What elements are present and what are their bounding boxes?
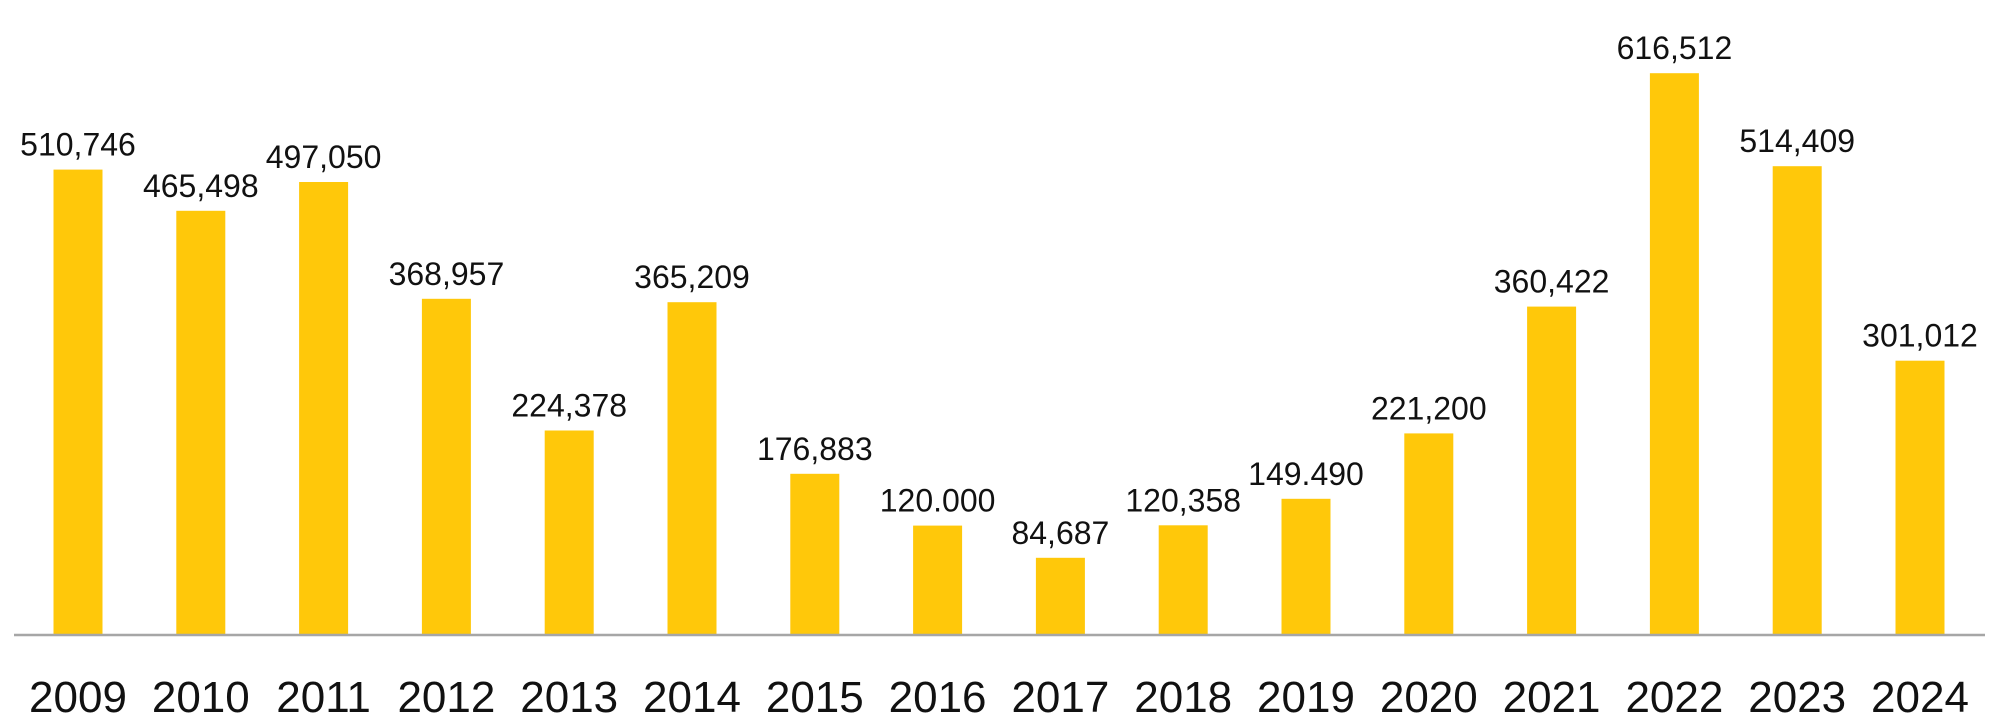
data-label-2022: 616,512 — [1617, 30, 1733, 66]
x-tick-2012: 2012 — [397, 673, 495, 714]
data-label-2023: 514,409 — [1739, 123, 1855, 159]
bar-2017 — [1035, 557, 1085, 635]
data-label-2013: 224,378 — [511, 388, 627, 424]
data-label-2015: 176,883 — [757, 431, 873, 467]
data-label-2009: 510,746 — [20, 127, 136, 163]
x-tick-2018: 2018 — [1134, 673, 1232, 714]
data-label-2014: 365,209 — [634, 259, 750, 295]
data-label-2017: 84,687 — [1011, 515, 1109, 551]
x-tick-2016: 2016 — [889, 673, 987, 714]
x-tick-2015: 2015 — [766, 673, 864, 714]
x-tick-2013: 2013 — [520, 673, 618, 714]
bar-2012 — [421, 298, 471, 635]
x-tick-2010: 2010 — [152, 673, 250, 714]
bar-2023 — [1772, 166, 1822, 635]
data-label-2020: 221,200 — [1371, 390, 1487, 426]
bar-2010 — [176, 210, 226, 636]
data-label-2018: 120,358 — [1125, 482, 1241, 518]
bar-2018 — [1158, 525, 1208, 635]
bar-2015 — [790, 473, 840, 635]
x-tick-2020: 2020 — [1380, 673, 1478, 714]
data-label-2021: 360,422 — [1494, 264, 1610, 300]
data-label-2024: 301,012 — [1862, 318, 1978, 354]
x-tick-2021: 2021 — [1503, 673, 1601, 714]
data-label-2012: 368,957 — [389, 256, 505, 292]
x-tick-2024: 2024 — [1871, 673, 1969, 714]
bar-2009 — [53, 169, 103, 635]
x-tick-2009: 2009 — [29, 673, 127, 714]
bar-2022 — [1649, 73, 1699, 635]
x-tick-2011: 2011 — [276, 673, 371, 714]
data-label-2016: 120.000 — [880, 483, 996, 519]
bar-2024 — [1895, 360, 1945, 635]
x-tick-2019: 2019 — [1257, 673, 1355, 714]
bar-2020 — [1404, 433, 1454, 635]
bar-2016 — [913, 525, 963, 635]
x-tick-labels-layer: 2009 2010 2011 2012 2013 2014 2015 2016 2017 2018… — [29, 673, 1969, 714]
bars-layer — [53, 73, 1945, 636]
bar-2014 — [667, 302, 717, 635]
x-tick-2023: 2023 — [1748, 673, 1846, 714]
x-tick-2022: 2022 — [1625, 673, 1723, 714]
bar-2011 — [299, 182, 349, 635]
bar-2019 — [1281, 498, 1331, 635]
x-tick-2014: 2014 — [643, 673, 741, 714]
data-label-2019: 149.490 — [1248, 456, 1364, 492]
x-tick-2017: 2017 — [1011, 673, 1109, 714]
bar-2021 — [1527, 306, 1577, 635]
data-label-2010: 465,498 — [143, 168, 259, 204]
bar-2013 — [544, 430, 594, 635]
data-label-2011: 497,050 — [266, 139, 382, 175]
